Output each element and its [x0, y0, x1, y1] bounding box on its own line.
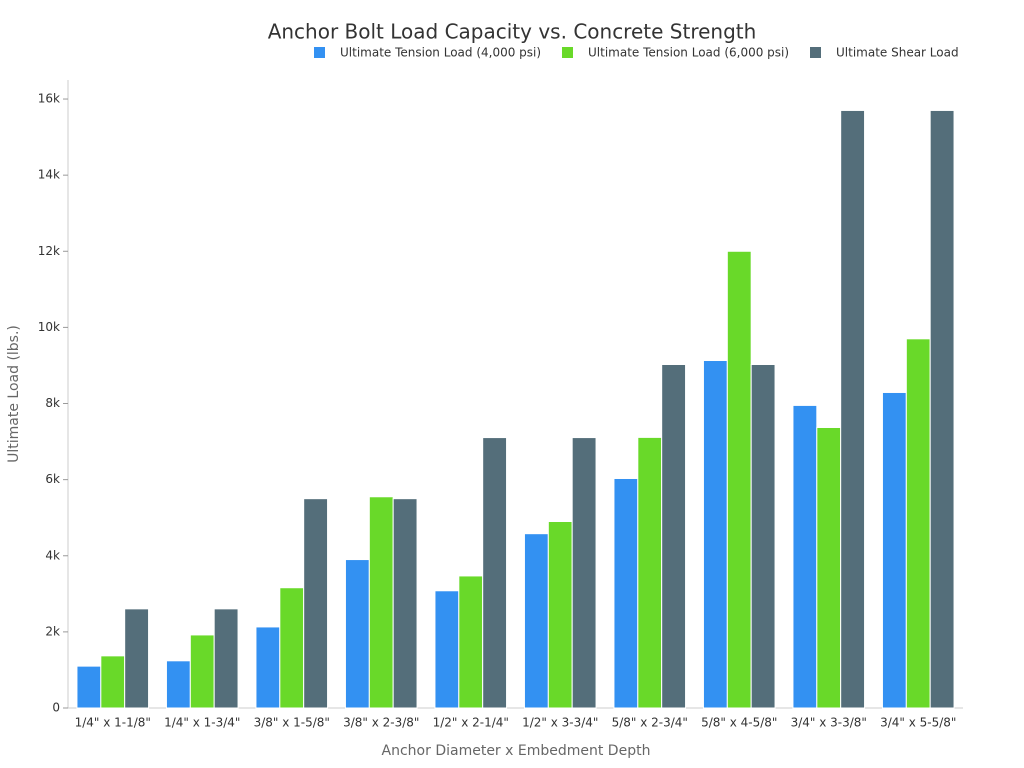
bar	[165, 660, 191, 709]
bar	[124, 608, 150, 709]
y-tick-label: 16k	[38, 92, 60, 106]
bar	[547, 521, 573, 709]
legend-label: Ultimate Tension Load (6,000 psi)	[588, 46, 789, 60]
bar	[613, 477, 639, 709]
bar	[881, 391, 907, 709]
y-tick-label: 6k	[45, 472, 60, 486]
bar	[905, 338, 931, 709]
x-tick-label: 3/4" x 5-5/8"	[880, 716, 956, 730]
bar	[434, 590, 460, 709]
bar	[840, 109, 866, 709]
y-tick-label: 10k	[38, 320, 60, 334]
y-tick-label: 4k	[45, 548, 60, 562]
x-tick-label: 1/4" x 1-1/8"	[75, 716, 151, 730]
x-tick-label: 5/8" x 2-3/4"	[612, 716, 688, 730]
x-tick-label: 1/2" x 2-1/4"	[433, 716, 509, 730]
y-tick-label: 2k	[45, 624, 60, 638]
legend-label: Ultimate Shear Load	[836, 46, 959, 60]
bar	[792, 404, 818, 709]
bar	[100, 655, 126, 709]
y-axis-title: Ultimate Load (lbs.)	[6, 325, 22, 463]
bar	[661, 364, 687, 709]
bar	[368, 496, 394, 709]
y-tick-label: 12k	[38, 244, 60, 258]
bar	[482, 437, 508, 709]
bar	[458, 575, 484, 709]
x-axis-title: Anchor Diameter x Embedment Depth	[382, 743, 651, 759]
x-tick-label: 3/8" x 1-5/8"	[254, 716, 330, 730]
bar	[637, 436, 663, 709]
bar	[189, 634, 215, 709]
y-tick-label: 0	[52, 701, 60, 715]
legend-swatch	[810, 47, 821, 58]
bar	[213, 608, 239, 709]
bar	[279, 587, 305, 709]
x-tick-label: 3/8" x 2-3/8"	[343, 716, 419, 730]
x-tick-label: 5/8" x 4-5/8"	[701, 716, 777, 730]
bar	[255, 626, 281, 709]
bar	[702, 360, 728, 709]
bar	[929, 109, 955, 709]
bar	[571, 437, 597, 709]
bar	[816, 426, 842, 709]
x-tick-label: 3/4" x 3-3/8"	[791, 716, 867, 730]
bar	[750, 364, 776, 709]
bar	[726, 250, 752, 709]
bar	[344, 559, 370, 709]
bar	[76, 665, 102, 709]
x-tick-label: 1/4" x 1-3/4"	[164, 716, 240, 730]
legend-swatch	[562, 47, 573, 58]
y-tick-label: 8k	[45, 396, 60, 410]
chart-title: Anchor Bolt Load Capacity vs. Concrete S…	[268, 20, 757, 44]
legend-label: Ultimate Tension Load (4,000 psi)	[340, 46, 541, 60]
legend-swatch	[314, 47, 325, 58]
bar	[303, 498, 329, 709]
y-tick-label: 14k	[38, 168, 60, 182]
x-tick-label: 1/2" x 3-3/4"	[522, 716, 598, 730]
bar	[523, 533, 549, 709]
bar	[392, 498, 418, 709]
